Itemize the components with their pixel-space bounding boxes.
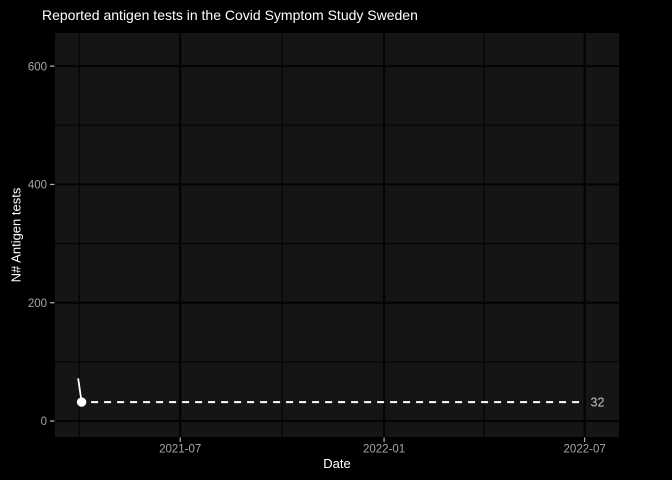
x-axis-title: Date bbox=[323, 456, 351, 471]
y-tick-label: 600 bbox=[28, 61, 47, 73]
x-tick-label: 2022-01 bbox=[363, 444, 405, 456]
x-tick-label: 2022-07 bbox=[564, 444, 606, 456]
chart-title: Reported antigen tests in the Covid Symp… bbox=[42, 7, 418, 23]
x-tick-label: 2021-07 bbox=[159, 444, 201, 456]
data-point bbox=[76, 397, 87, 407]
y-tick-label: 200 bbox=[28, 298, 47, 310]
y-tick-label: 0 bbox=[41, 416, 47, 428]
y-tick-label: 400 bbox=[28, 180, 47, 192]
plot-panel bbox=[55, 33, 619, 437]
threshold-label: 32 bbox=[591, 396, 605, 410]
